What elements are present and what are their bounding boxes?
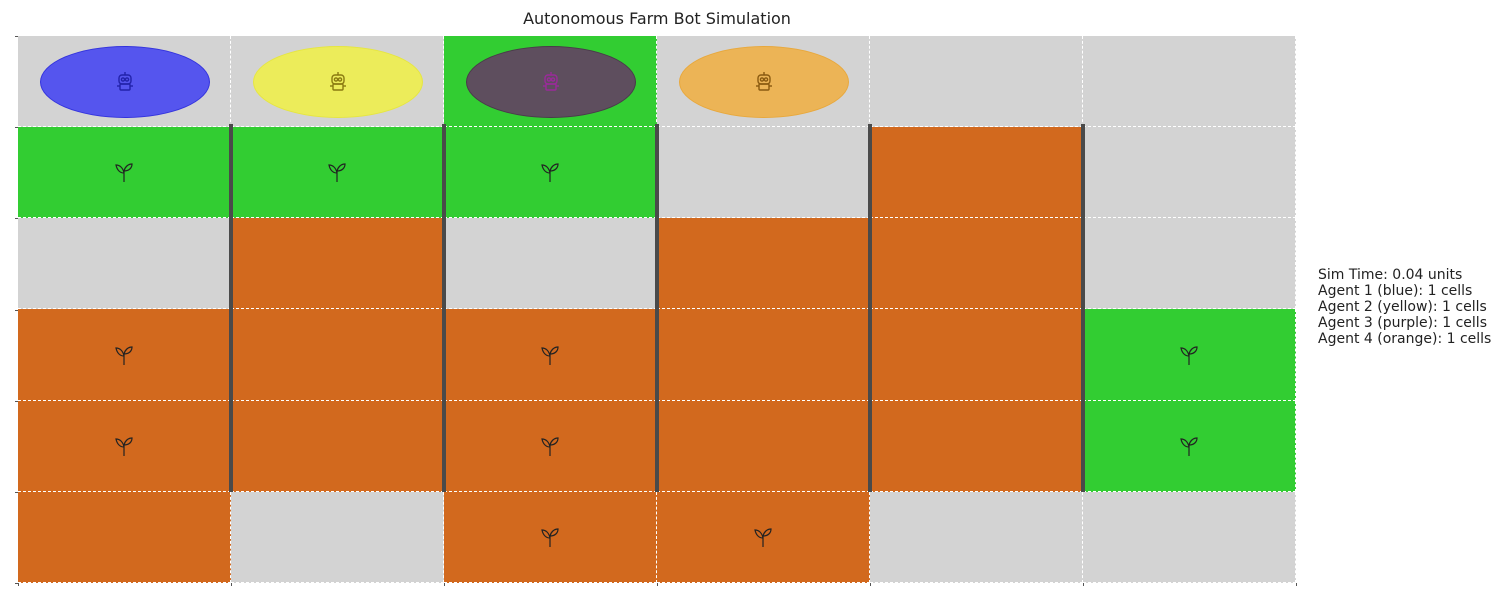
grid-cell-crop[interactable] (1083, 309, 1296, 401)
agent-yellow[interactable] (253, 46, 423, 118)
grid-cell-soil[interactable] (231, 218, 444, 310)
grid-cell-soil[interactable] (657, 218, 870, 310)
sim-time-label: Sim Time: 0.04 units (1318, 267, 1463, 283)
grid-cell-empty[interactable] (18, 218, 231, 310)
agent-orange[interactable] (679, 46, 849, 118)
grid-cell-soil[interactable] (231, 309, 444, 401)
plant-icon (115, 345, 133, 365)
grid-cell-soil[interactable] (18, 400, 231, 492)
axis-tick (1083, 583, 1084, 586)
grid-cell-soil[interactable] (870, 309, 1083, 401)
grid-cell-soil[interactable] (18, 309, 231, 401)
grid-cell-crop[interactable] (444, 127, 657, 219)
plant-icon (541, 528, 559, 547)
axis-tick (15, 36, 18, 37)
plant-icon (541, 163, 559, 183)
plot-divider (442, 124, 446, 492)
grid-cell-empty[interactable] (870, 36, 1083, 128)
axis-tick (444, 583, 445, 586)
simulation-title: Autonomous Farm Bot Simulation (523, 9, 791, 28)
robot-icon (756, 72, 772, 91)
plot-divider (655, 124, 659, 492)
plant-icon (115, 437, 133, 456)
agent-status-line: Agent 1 (blue): 1 cells (1318, 283, 1473, 299)
grid-cell-soil[interactable] (657, 491, 870, 583)
agent-purple[interactable] (466, 46, 636, 118)
robot-icon (543, 72, 559, 91)
axis-tick (18, 583, 19, 586)
plant-icon (541, 345, 559, 365)
grid-cell-soil[interactable] (444, 491, 657, 583)
plot-divider (229, 124, 233, 492)
grid-cell-crop[interactable] (1083, 400, 1296, 492)
agent-status-line: Agent 4 (orange): 1 cells (1318, 331, 1492, 347)
axis-tick (1296, 583, 1297, 586)
agent-status-line: Agent 2 (yellow): 1 cells (1318, 299, 1487, 315)
grid-cell-soil[interactable] (444, 400, 657, 492)
plant-icon (754, 528, 772, 547)
grid-cell-empty[interactable] (657, 127, 870, 219)
plant-icon (328, 163, 346, 183)
robot-icon (330, 72, 346, 91)
grid-cell-empty[interactable] (444, 218, 657, 310)
agent-status-line: Agent 3 (purple): 1 cells (1318, 315, 1487, 331)
plant-icon (1180, 437, 1198, 456)
axis-tick (15, 310, 18, 311)
axis-tick (15, 401, 18, 402)
grid-cell-empty[interactable] (1083, 218, 1296, 310)
grid-cell-soil[interactable] (870, 127, 1083, 219)
grid-cell-crop[interactable] (231, 127, 444, 219)
grid-cell-soil[interactable] (657, 309, 870, 401)
axis-tick (657, 583, 658, 586)
grid-cell-empty[interactable] (1083, 127, 1296, 219)
grid-cell-empty[interactable] (1083, 36, 1296, 128)
robot-icon (117, 72, 133, 91)
grid-cell-empty[interactable] (1083, 491, 1296, 583)
status-panel: Sim Time: 0.04 units Agent 1 (blue): 1 c… (1318, 267, 1491, 347)
grid-cell-empty[interactable] (870, 491, 1083, 583)
axis-tick (15, 218, 18, 219)
grid-cell-soil[interactable] (870, 218, 1083, 310)
grid-cell-soil[interactable] (231, 400, 444, 492)
grid-cell-crop[interactable] (18, 127, 231, 219)
plant-icon (115, 163, 133, 183)
plot-divider (868, 124, 872, 492)
grid-cell-soil[interactable] (18, 491, 231, 583)
axis-tick (15, 127, 18, 128)
grid-cell-soil[interactable] (870, 400, 1083, 492)
axis-tick (15, 583, 18, 584)
grid-cell-soil[interactable] (657, 400, 870, 492)
axis-tick (231, 583, 232, 586)
grid-cell-soil[interactable] (444, 309, 657, 401)
plant-icon (1180, 345, 1198, 365)
axis-tick (15, 492, 18, 493)
plant-icon (541, 437, 559, 456)
plot-divider (1081, 124, 1085, 492)
axis-tick (870, 583, 871, 586)
agent-blue[interactable] (40, 46, 210, 118)
grid-cell-empty[interactable] (231, 491, 444, 583)
